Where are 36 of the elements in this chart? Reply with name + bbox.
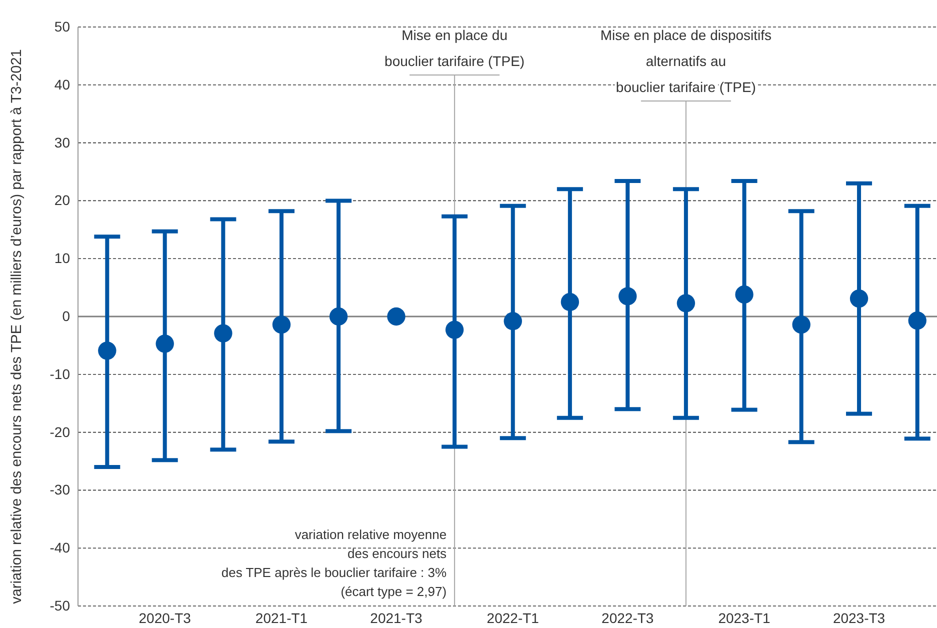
point [445, 320, 464, 339]
point [504, 312, 522, 330]
annotation: variation relative moyenne des encours nets des TPE après le bouclier tarifaire : 3% (écart type = 2,97) [221, 527, 448, 599]
point [792, 316, 810, 334]
x-tick-label: 2022-T3 [602, 610, 654, 626]
y-tick-label: 50 [54, 18, 70, 34]
y-tick-label: -20 [50, 424, 70, 440]
y-tick-label: 20 [54, 192, 70, 208]
x-tick-label: 2021-T1 [255, 610, 308, 626]
x-tick-label: 2021-T3 [370, 610, 423, 626]
y-tick-label: -10 [50, 366, 70, 382]
point [850, 289, 868, 308]
y-tick-label: -30 [50, 482, 70, 498]
y-tick-label: -40 [50, 540, 70, 556]
x-tick-label: 2023-T3 [832, 610, 886, 626]
point [735, 285, 754, 304]
point [156, 334, 174, 353]
point [98, 342, 116, 360]
y-tick-label: 0 [62, 308, 70, 324]
x-tick-label: 2020-T3 [138, 610, 192, 626]
point [618, 287, 637, 306]
y-tick-label: 10 [54, 250, 70, 266]
point [214, 324, 232, 342]
point [387, 307, 406, 326]
y-tick-label: -50 [50, 597, 70, 614]
y-tick-label: 30 [54, 134, 70, 150]
point [908, 311, 926, 330]
point [560, 292, 580, 312]
y-tick-label: 40 [54, 76, 70, 92]
point [329, 307, 348, 326]
point [272, 316, 291, 334]
x-tick-label: 2023-T1 [718, 610, 771, 626]
point [676, 294, 696, 312]
x-tick-label: 2022-T1 [486, 610, 540, 626]
ref-line-label: Mise en place du bouclier tarifaire (TPE) [384, 27, 525, 69]
y-axis-title: variation relative des encours nets des TPE (en milliers d’euros) par rapport à T3-2021 [9, 49, 25, 604]
